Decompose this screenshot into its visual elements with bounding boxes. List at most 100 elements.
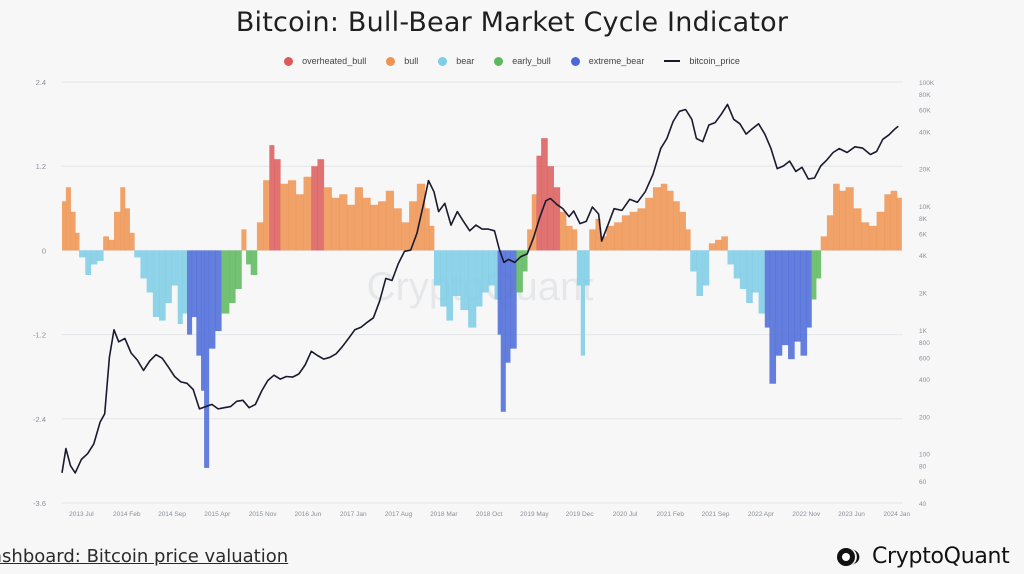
indicator-bar-extreme_bear (788, 250, 795, 360)
x-tick-label: 2014 Feb (113, 511, 141, 518)
legend-label: overheated_bull (302, 56, 367, 66)
indicator-bar-bull (241, 229, 247, 251)
legend-item-early_bull[interactable]: early_bull (494, 56, 551, 66)
indicator-bar-extreme_bear (806, 250, 812, 328)
y-right-tick-label: 80 (919, 464, 927, 471)
indicator-bar-bear (182, 250, 188, 314)
indicator-bar-bull (839, 190, 846, 251)
indicator-bar-bull (65, 187, 71, 251)
indicator-bar-bull (876, 211, 885, 251)
x-tick-label: 2015 Nov (249, 511, 278, 518)
indicator-bar-bull (370, 204, 379, 251)
y-right-tick-label: 100K (919, 80, 935, 87)
indicator-bar-early_bull (228, 250, 236, 304)
y-left-tick-label: -3.6 (33, 499, 46, 508)
indicator-bar-bull (339, 194, 348, 251)
y-right-tick-label: 40K (919, 129, 931, 136)
indicator-bar-bear (482, 250, 489, 293)
x-tick-label: 2023 Jun (838, 511, 865, 518)
legend-label: bear (456, 56, 475, 66)
x-tick-label: 2024 Jan (883, 511, 910, 518)
indicator-bar-bull (378, 201, 387, 251)
indicator-bar-early_bull (516, 250, 523, 293)
brand-name: CryptoQuant (872, 544, 1010, 569)
indicator-bar-extreme_bear (214, 250, 222, 332)
indicator-bar-bull (637, 208, 646, 251)
indicator-bar-extreme_bear (510, 250, 517, 349)
indicator-bar-bull (263, 180, 270, 251)
indicator-bar-early_bull (246, 250, 252, 265)
indicator-bar-bear (758, 250, 766, 314)
indicator-bar-bear (177, 250, 183, 325)
indicator-bar-overheated_bull (536, 155, 542, 251)
indicator-bar-early_bull (522, 250, 528, 272)
indicator-bar-bull (826, 215, 834, 251)
cryptoquant-logo-icon (837, 547, 860, 566)
indicator-bar-bull (833, 183, 840, 251)
indicator-bar-bull (666, 190, 674, 251)
legend-swatch-extreme_bear (570, 56, 580, 66)
indicator-bar-extreme_bear (769, 250, 777, 384)
indicator-bar-bull (565, 225, 573, 251)
indicator-bar-bull (295, 194, 304, 251)
y-right-tick-label: 40 (919, 501, 927, 508)
indicator-bar-bull (652, 187, 662, 251)
indicator-bar-bull (679, 211, 686, 251)
indicator-bar-extreme_bear (775, 250, 783, 356)
y-right-tick-label: 6K (919, 231, 928, 238)
indicator-bar-bull (721, 236, 728, 251)
y-right-tick-label: 20K (919, 167, 931, 174)
x-tick-label: 2016 Jun (295, 511, 322, 518)
indicator-bar-bear (733, 250, 741, 279)
legend-item-bear[interactable]: bear (438, 56, 474, 66)
indicator-bar-bull (845, 187, 854, 251)
indicator-bar-bull (861, 222, 870, 251)
indicator-bar-bull (75, 232, 80, 251)
indicator-bar-bear (475, 250, 483, 307)
x-tick-label: 2019 Dec (566, 511, 595, 518)
indicator-bar-bull (600, 236, 607, 251)
indicator-bar-overheated_bull (541, 138, 548, 251)
y-right-tick-label: 4K (919, 253, 928, 260)
legend-item-extreme_bear[interactable]: extreme_bear (570, 56, 644, 66)
indicator-bar-extreme_bear (764, 250, 770, 328)
indicator-bar-bear (90, 250, 98, 265)
indicator-bar-bear (696, 250, 704, 297)
y-left-tick-label: -2.4 (33, 415, 46, 424)
x-tick-label: 2017 Jan (340, 511, 367, 518)
y-right-tick-label: 2K (919, 291, 928, 298)
indicator-bar-overheated_bull (317, 159, 325, 251)
y-right-tick-label: 1K (919, 328, 928, 335)
indicator-bar-bear (690, 250, 697, 272)
indicator-bar-bull (559, 211, 567, 251)
indicator-bar-bull (103, 236, 109, 251)
y-right-tick-label: 80K (919, 92, 931, 99)
y-right-tick-label: 200 (919, 414, 930, 421)
indicator-bar-bull (280, 183, 289, 251)
indicator-bar-bull (114, 211, 121, 251)
legend-item-bitcoin_price[interactable]: bitcoin_price (664, 56, 740, 66)
brand-logo: CryptoQuant (836, 544, 1010, 569)
legend-item-bull[interactable]: bull (386, 56, 418, 66)
indicator-bar-bear (702, 250, 710, 286)
indicator-bar-bull (303, 176, 312, 251)
indicator-bar-bear (580, 250, 586, 356)
dashboard-link[interactable]: ashboard: Bitcoin price valuation (0, 546, 289, 567)
legend-item-overheated_bull[interactable]: overheated_bull (284, 56, 366, 66)
indicator-bar-bull (385, 190, 394, 251)
y-left-tick-label: 2.4 (36, 78, 46, 87)
x-tick-label: 2017 Aug (385, 511, 413, 518)
legend-swatch-bitcoin_price (664, 60, 681, 62)
y-right-tick-label: 100 (919, 452, 930, 459)
indicator-bar-bull (287, 180, 297, 251)
indicator-bar-bull (890, 190, 898, 251)
indicator-bar-bear (134, 250, 141, 258)
indicator-bar-bull (629, 211, 638, 251)
indicator-bar-early_bull (221, 250, 230, 314)
indicator-bar-bear (752, 250, 759, 293)
legend-swatch-overheated_bull (284, 56, 294, 66)
x-tick-label: 2020 Jul (613, 511, 638, 518)
indicator-bar-extreme_bear (201, 250, 205, 391)
indicator-bar-overheated_bull (547, 166, 554, 251)
indicator-bar-bull (589, 229, 596, 251)
